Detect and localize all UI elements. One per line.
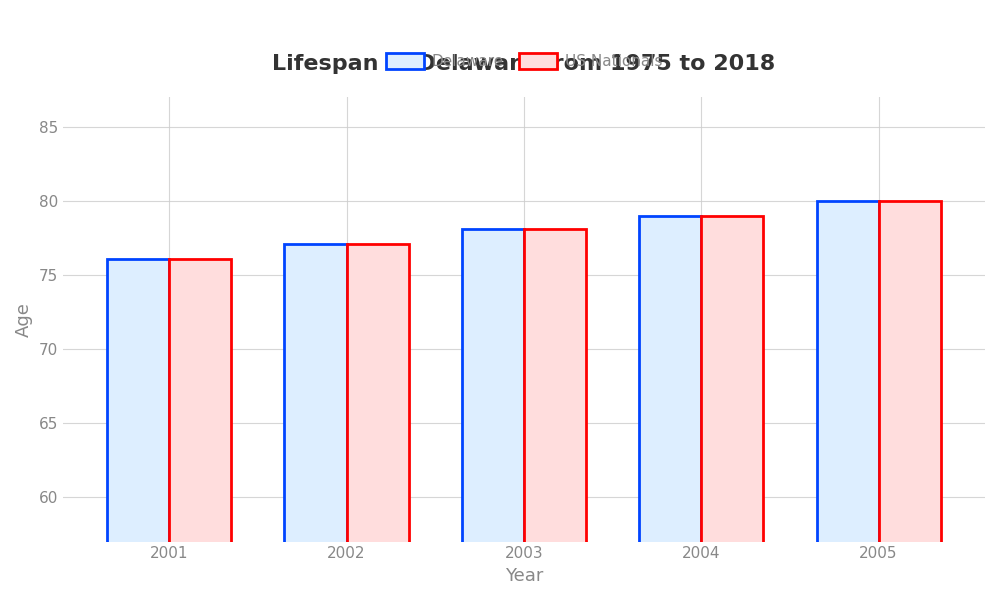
Bar <box>462 229 524 600</box>
Bar <box>347 244 409 600</box>
X-axis label: Year: Year <box>505 567 543 585</box>
Y-axis label: Age: Age <box>15 302 33 337</box>
Title: Lifespan in Delaware from 1975 to 2018: Lifespan in Delaware from 1975 to 2018 <box>272 53 776 74</box>
Legend: Delaware, US Nationals: Delaware, US Nationals <box>379 47 668 76</box>
Bar <box>701 216 763 600</box>
Bar <box>817 201 879 600</box>
Bar <box>639 216 701 600</box>
Bar <box>879 201 941 600</box>
Bar <box>284 244 347 600</box>
Bar <box>169 259 231 600</box>
Bar <box>107 259 169 600</box>
Bar <box>524 229 586 600</box>
